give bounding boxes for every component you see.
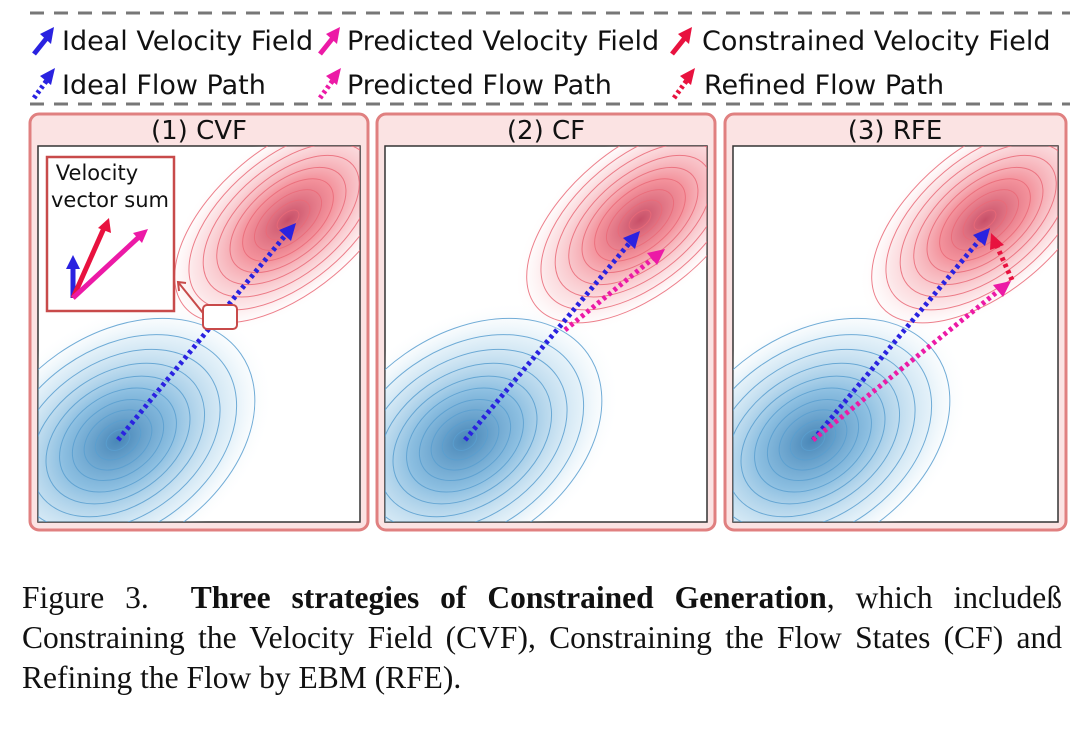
ideal-flow-path [811,228,990,442]
legend-refined-flow-path: Refined Flow Path [671,68,944,101]
refined-flow-path-arrow-icon [671,68,695,100]
legend-label: Ideal Velocity Field [62,26,313,57]
legend-label: Constrained Velocity Field [702,26,1051,57]
red-gaussian [162,146,360,335]
predicted-flow-path [811,281,1011,442]
panel-rfe: (3) RFE [723,112,1068,532]
legend-ideal-flow-path: Ideal Flow Path [31,68,266,101]
ideal-flow-path-arrow-icon [31,68,55,100]
caption-label: Figure 3. [22,580,149,615]
panel-cf: (2) CF [375,112,717,532]
legend-predicted-flow-path: Predicted Flow Path [317,68,612,101]
red-gaussian [514,146,707,335]
predicted-velocity-vector [71,229,148,300]
legend-label: Predicted Velocity Field [347,26,659,57]
velocity-sum-inset: Velocity vector sum [45,155,176,313]
zoom-region-box [202,304,238,330]
panel-cvf: (1) CVF [28,112,370,532]
inset-title-line1: Velocity [56,161,138,185]
legend-predicted-velocity-field: Predicted Velocity Field [318,26,659,57]
ideal-flow-path [463,231,640,442]
legend-ideal-velocity-field: Ideal Velocity Field [32,26,313,57]
panel-title: (3) RFE [848,116,943,146]
predicted-flow-path-arrow-icon [317,68,341,100]
predicted-velocity-arrow-icon [318,27,340,56]
panel-title: (1) CVF [151,116,247,146]
red-gaussian [859,146,1058,335]
caption-body: , which includeß Constraining the Veloci… [22,580,1063,695]
refined-flow-path [990,233,1015,282]
ideal-velocity-arrow-icon [32,27,54,56]
zoom-pointer [176,280,204,314]
caption-bold-title: Three strategies of Constrained Generati… [190,580,827,615]
legend-label: Refined Flow Path [704,70,944,101]
inset-title-line2: vector sum [51,188,169,212]
ideal-flow-path [116,223,296,442]
constrained-velocity-arrow-icon [670,27,692,56]
predicted-flow-path [563,249,665,332]
panel-title: (2) CF [507,116,585,146]
constrained-velocity-vector [70,218,111,300]
figure-caption: Figure 3. Three strategies of Constraine… [22,578,1062,698]
legend-label: Ideal Flow Path [62,70,266,101]
legend-label: Predicted Flow Path [347,70,612,101]
legend-constrained-velocity-field: Constrained Velocity Field [670,26,1051,57]
